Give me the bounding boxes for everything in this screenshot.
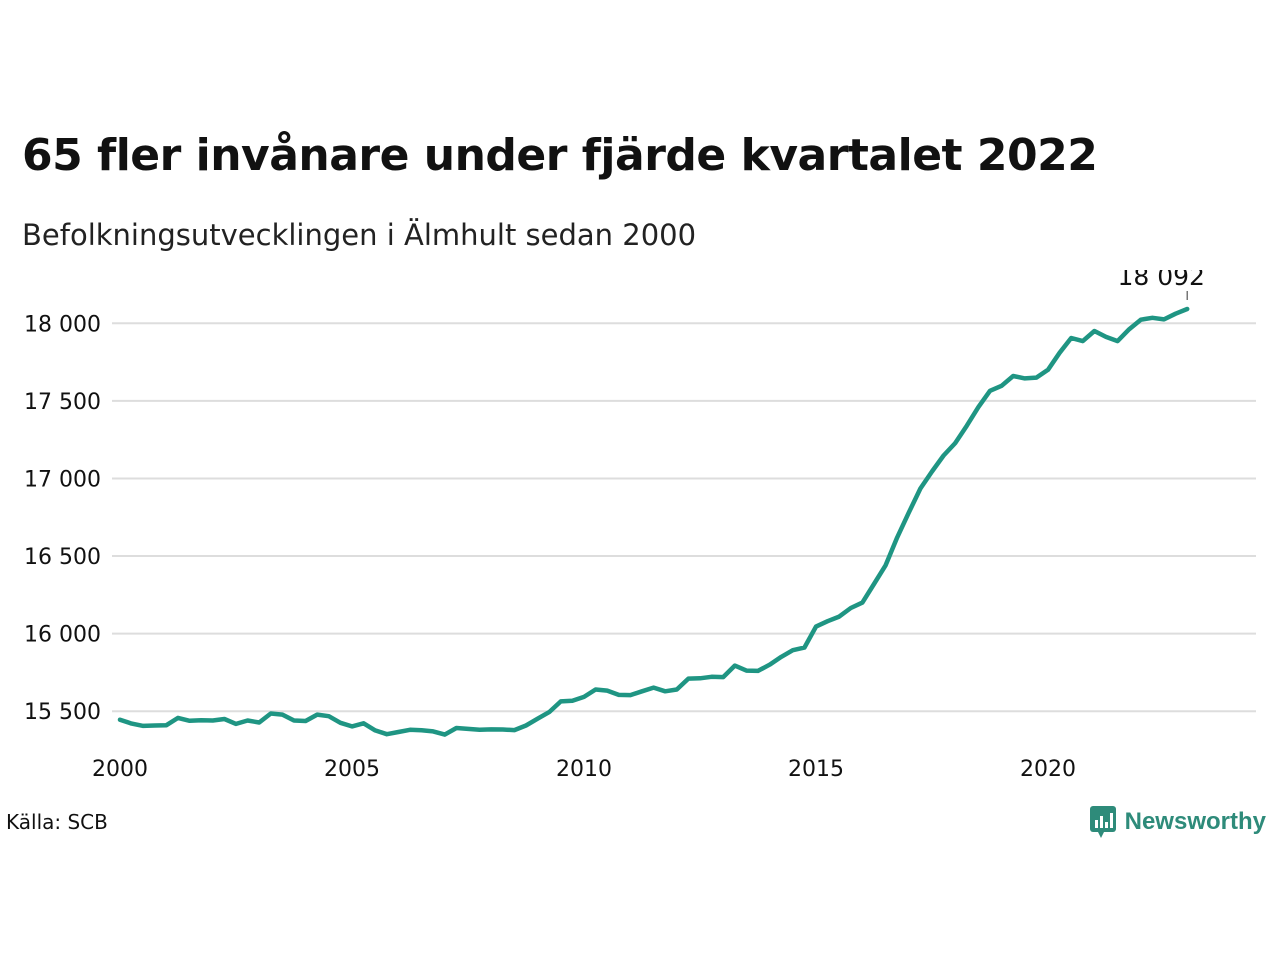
line-chart: 15 500 16 000 16 500 17 000 17 500 18 000 200…: [24, 270, 1256, 782]
y-tick-label: 17 000: [24, 467, 101, 492]
x-tick-label: 2015: [788, 757, 844, 782]
x-tick-label: 2005: [324, 757, 380, 782]
newsworthy-logo: Newsworthy: [1089, 804, 1266, 840]
y-axis-labels: 15 500 16 000 16 500 17 000 17 500 18 000: [24, 312, 101, 725]
x-tick-label: 2020: [1020, 757, 1076, 782]
x-axis-labels: 2000 2005 2010 2015 2020: [92, 757, 1076, 782]
y-tick-label: 17 500: [24, 390, 101, 415]
end-value-label: 18 092: [1117, 270, 1204, 291]
chart-title: 65 fler invånare under fjärde kvartalet …: [22, 130, 1098, 181]
newsworthy-logo-text: Newsworthy: [1124, 808, 1266, 835]
y-tick-label: 16 000: [24, 623, 101, 648]
source-note: Källa: SCB: [6, 810, 108, 834]
x-tick-label: 2000: [92, 757, 148, 782]
newsworthy-logo-icon: [1089, 806, 1116, 838]
y-tick-label: 15 500: [24, 700, 101, 725]
series-line: [117, 306, 1190, 737]
y-tick-label: 18 000: [24, 312, 101, 337]
y-tick-label: 16 500: [24, 545, 101, 570]
grid-lines: [112, 322, 1256, 713]
x-tick-label: 2010: [556, 757, 612, 782]
chart-subtitle: Befolkningsutvecklingen i Älmhult sedan …: [22, 218, 697, 252]
